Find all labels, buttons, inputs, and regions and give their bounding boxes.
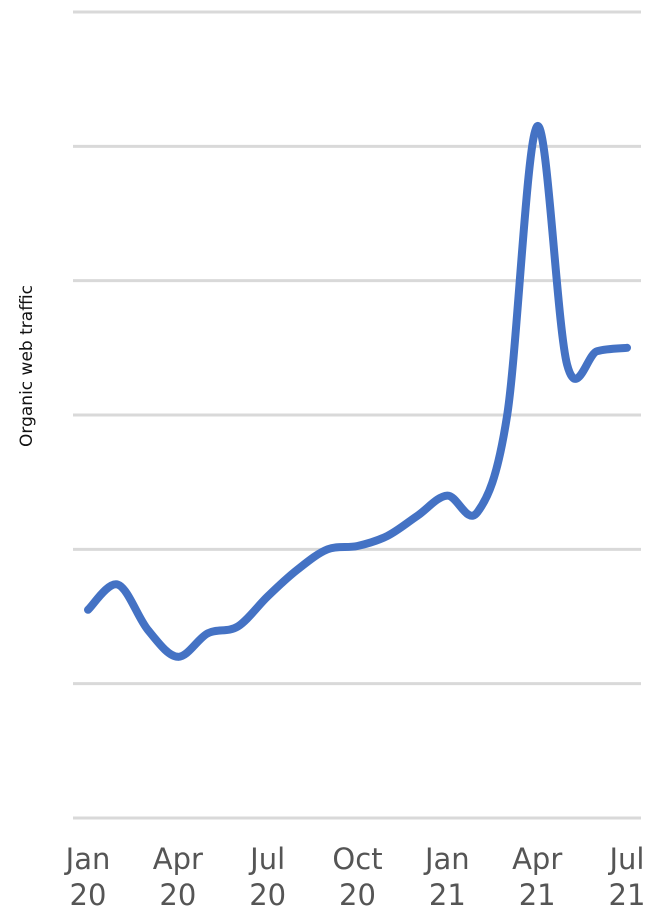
x-tick-month: Apr (512, 842, 562, 876)
y-axis-title: Organic web traffic (17, 285, 37, 447)
x-tick-month: Jul (248, 842, 285, 876)
x-tick-month: Oct (332, 842, 382, 876)
x-tick-year: 21 (429, 878, 466, 912)
gridlines (73, 10, 641, 820)
x-tick-year: 20 (249, 878, 286, 912)
x-tick-label: Oct 20 (332, 842, 382, 912)
x-tick-label: Jul 20 (248, 842, 286, 912)
x-tick-year: 21 (609, 878, 646, 912)
x-tick-label: Jan 21 (423, 842, 470, 912)
x-tick-year: 21 (519, 878, 556, 912)
x-tick-month: Jul (608, 842, 645, 876)
x-tick-label: Apr 20 (153, 842, 203, 912)
x-tick-year: 20 (339, 878, 376, 912)
x-tick-year: 20 (159, 878, 196, 912)
x-tick-month: Jan (423, 842, 470, 876)
series-layer (84, 122, 631, 661)
x-tick-label: Jan 20 (64, 842, 111, 912)
x-tick-label: Apr 21 (512, 842, 562, 912)
x-tick-month: Apr (153, 842, 203, 876)
x-tick-month: Jan (64, 842, 111, 876)
series-line (84, 122, 631, 661)
x-tick-label: Jul 21 (608, 842, 646, 912)
x-tick-year: 20 (70, 878, 107, 912)
